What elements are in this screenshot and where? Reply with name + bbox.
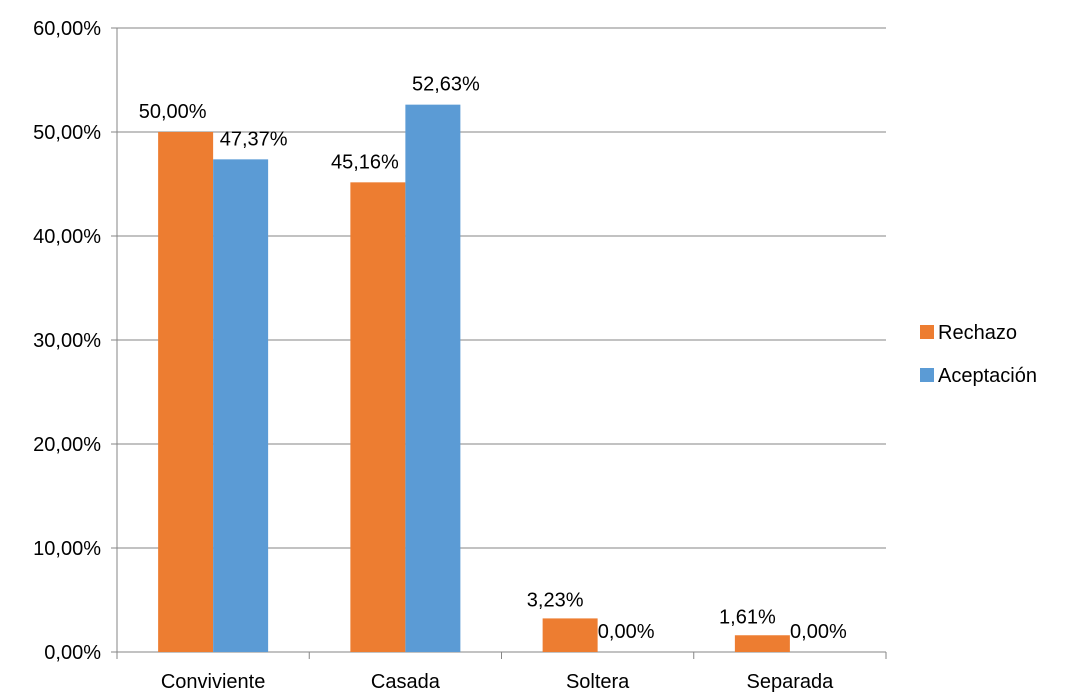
data-labels: 50,00% 45,16% 3,23% 1,61% 47,37% 52,63% 0,00% 0… xyxy=(139,74,847,643)
y-tick-label: 10,00% xyxy=(33,538,101,560)
data-label: 3,23% xyxy=(527,589,584,611)
legend: Rechazo Aceptación xyxy=(920,322,1037,387)
data-label: 52,63% xyxy=(412,74,480,96)
axes: 0,00% 10,00% 20,00% 30,00% 40,00% 50,00% 60,00… xyxy=(33,18,887,693)
legend-label: Aceptación xyxy=(938,365,1037,387)
x-category-label: Soltera xyxy=(566,671,630,693)
legend-swatch xyxy=(920,368,934,382)
bar-aceptaci-n-1 xyxy=(405,104,461,652)
data-label: 47,37% xyxy=(220,128,288,150)
data-label: 45,16% xyxy=(331,151,399,173)
bar-rechazo-3 xyxy=(734,635,790,652)
y-tick-label: 0,00% xyxy=(44,642,101,664)
y-tick-label: 20,00% xyxy=(33,434,101,456)
bar-aceptaci-n-0 xyxy=(213,159,269,653)
y-tick-label: 50,00% xyxy=(33,122,101,144)
x-category-label: Conviviente xyxy=(161,671,266,693)
y-tick-label: 40,00% xyxy=(33,226,101,248)
x-category-label: Separada xyxy=(747,671,835,693)
y-tick-label: 30,00% xyxy=(33,330,101,352)
legend-swatch xyxy=(920,325,934,339)
bar-rechazo-1 xyxy=(350,182,406,652)
data-label: 0,00% xyxy=(790,621,847,643)
data-label: 0,00% xyxy=(598,621,655,643)
data-label: 50,00% xyxy=(139,101,207,123)
bars xyxy=(158,104,790,653)
y-tick-label: 60,00% xyxy=(33,18,101,40)
x-category-label: Casada xyxy=(371,671,441,693)
bar-rechazo-2 xyxy=(542,618,598,652)
data-label: 1,61% xyxy=(719,606,776,628)
legend-label: Rechazo xyxy=(938,322,1017,344)
bar-rechazo-0 xyxy=(158,132,214,652)
